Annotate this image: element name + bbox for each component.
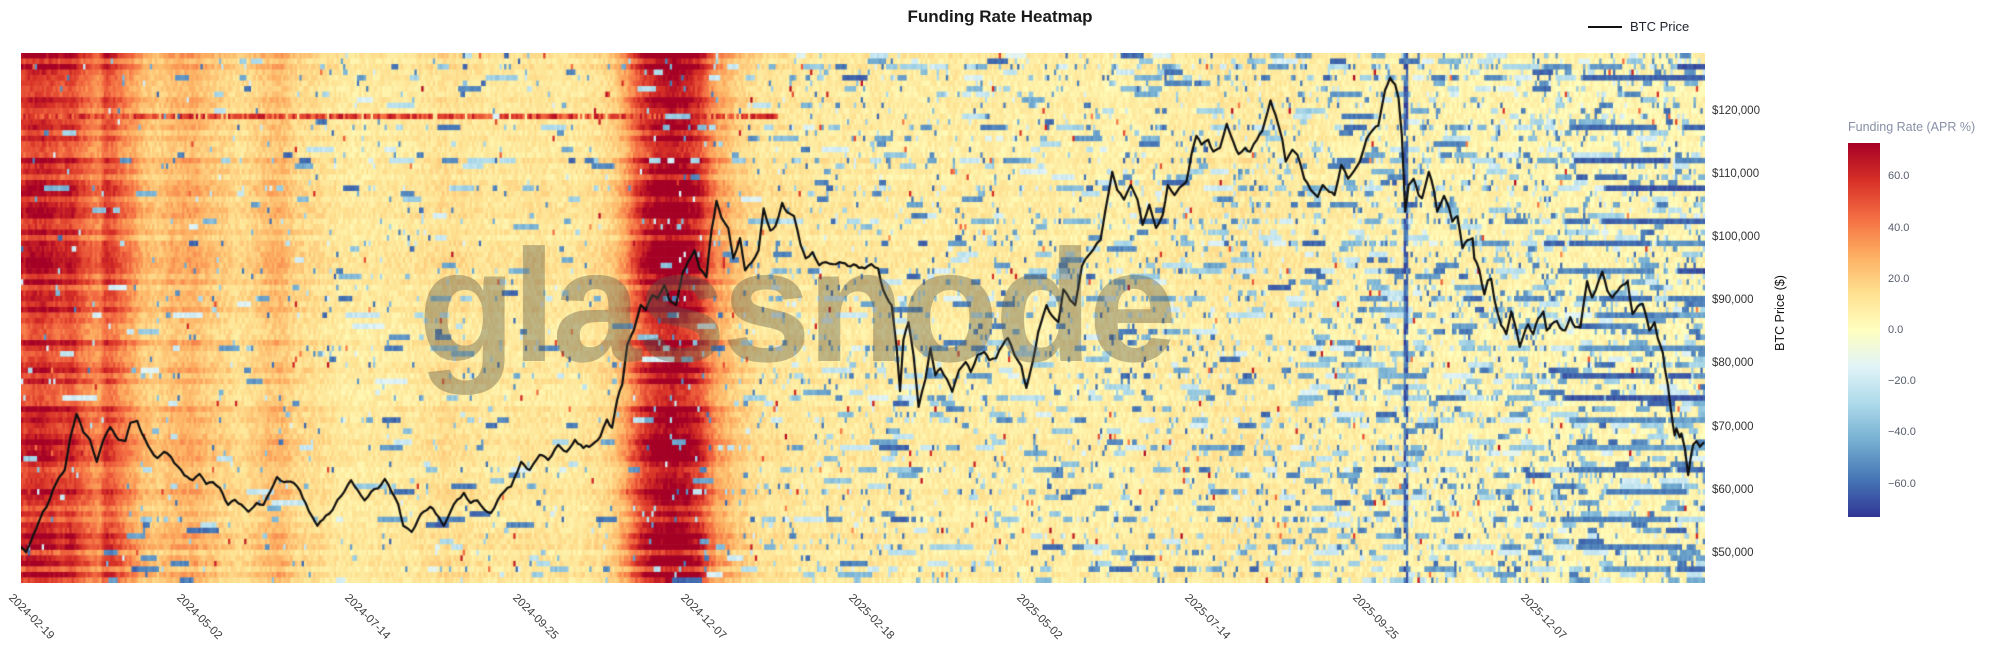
chart-title: Funding Rate Heatmap [907, 7, 1093, 26]
legend: BTC Price [1588, 19, 1689, 34]
date-tick: 2024-09-25 [510, 592, 561, 643]
colorbar-title: Funding Rate (APR %) [1848, 120, 1976, 134]
btc-price-tick: $70,000 [1712, 420, 1754, 433]
colorbar-tick: −40.0 [1888, 426, 1916, 439]
legend-label: BTC Price [1630, 19, 1690, 34]
date-tick: 2025-05-02 [1014, 592, 1065, 643]
btc-price-tick: $100,000 [1712, 230, 1760, 243]
colorbar-tick: 60.0 [1888, 170, 1910, 183]
date-tick: 2024-07-14 [342, 592, 393, 643]
colorbar-tick: 20.0 [1888, 272, 1910, 285]
btc-price-tick: $120,000 [1712, 104, 1760, 117]
btc-price-tick: $50,000 [1712, 546, 1754, 559]
colorbar-tick: −60.0 [1888, 477, 1916, 490]
btc-price-line-swatch [1588, 25, 1622, 28]
date-tick: 2024-12-07 [678, 592, 729, 643]
btc-price-tick: $110,000 [1712, 167, 1760, 180]
btc-price-tick: $90,000 [1712, 294, 1754, 307]
date-tick: 2025-02-18 [846, 592, 897, 643]
date-tick: 2025-12-07 [1518, 592, 1569, 643]
colorbar-tick: 0.0 [1888, 324, 1904, 336]
colorbar-tick: 40.0 [1888, 221, 1910, 234]
btc-price-axis-label: BTC Price ($) [1773, 275, 1787, 351]
colorbar-gradient [1848, 143, 1880, 517]
date-tick: 2024-05-02 [174, 592, 225, 643]
date-tick: 2025-07-14 [1182, 592, 1233, 643]
date-tick: 2024-02-19 [6, 592, 57, 643]
btc-price-tick: $80,000 [1712, 357, 1754, 370]
date-tick: 2025-09-25 [1350, 592, 1401, 643]
btc-price-tick: $60,000 [1712, 483, 1754, 496]
colorbar-tick: −20.0 [1888, 375, 1916, 388]
funding-rate-heatmap [21, 53, 1705, 583]
